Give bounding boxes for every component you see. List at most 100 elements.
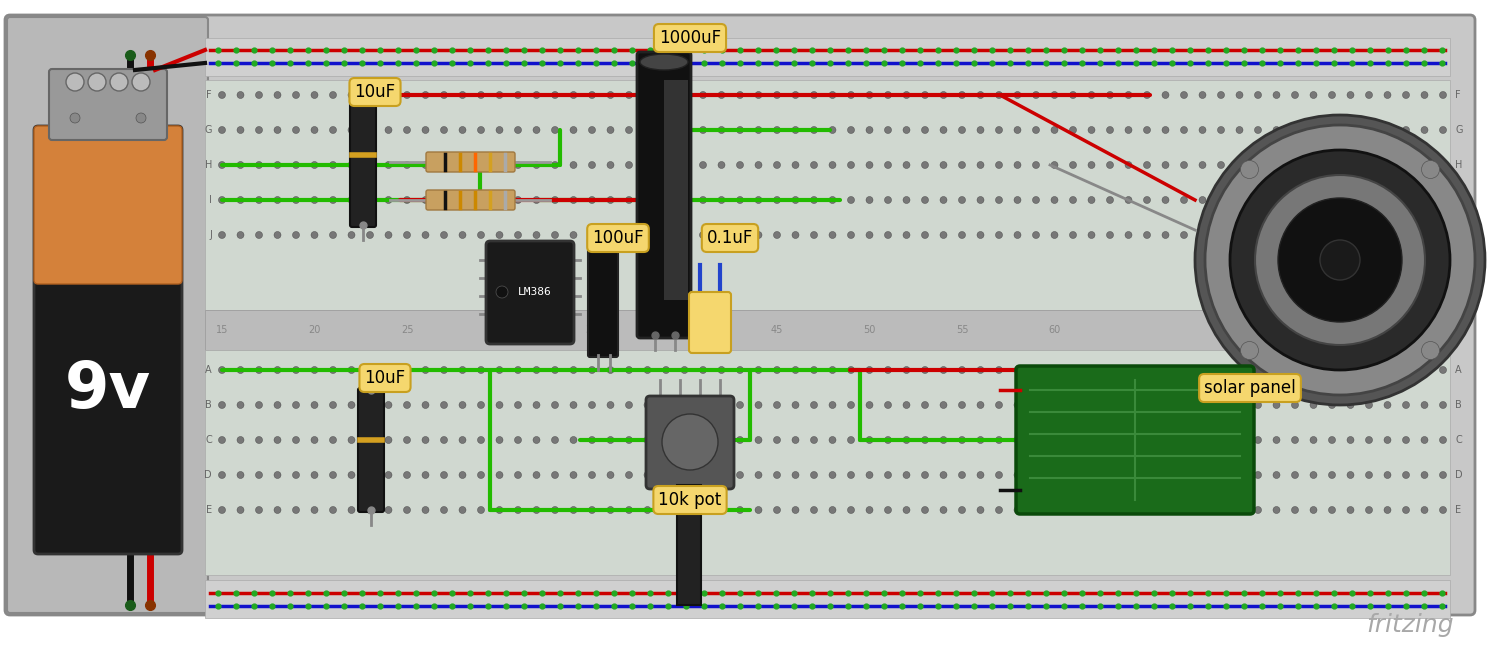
Circle shape (810, 161, 818, 169)
Circle shape (255, 471, 262, 478)
Circle shape (940, 436, 946, 444)
Circle shape (441, 471, 447, 478)
Circle shape (237, 436, 244, 444)
Circle shape (663, 127, 669, 134)
Circle shape (1198, 92, 1206, 98)
Circle shape (514, 507, 522, 513)
Circle shape (292, 196, 300, 204)
Circle shape (1218, 196, 1224, 204)
Circle shape (114, 127, 122, 134)
Circle shape (1125, 471, 1132, 478)
Circle shape (699, 127, 706, 134)
Circle shape (1420, 161, 1428, 169)
Circle shape (976, 471, 984, 478)
Circle shape (718, 127, 724, 134)
FancyBboxPatch shape (486, 241, 574, 344)
Circle shape (663, 161, 669, 169)
Circle shape (1218, 401, 1224, 409)
Circle shape (588, 196, 596, 204)
Circle shape (1420, 401, 1428, 409)
Circle shape (1310, 507, 1317, 513)
Circle shape (459, 507, 466, 513)
Circle shape (1032, 161, 1040, 169)
Circle shape (1218, 366, 1224, 374)
Circle shape (552, 507, 558, 513)
Circle shape (366, 436, 374, 444)
Circle shape (885, 401, 891, 409)
Circle shape (718, 366, 724, 374)
Circle shape (1162, 401, 1168, 409)
Circle shape (292, 507, 300, 513)
Circle shape (114, 366, 122, 374)
Circle shape (477, 231, 484, 239)
Circle shape (1070, 127, 1077, 134)
Text: B: B (74, 400, 80, 410)
Bar (664, 80, 688, 300)
Circle shape (1125, 231, 1132, 239)
Text: 60: 60 (1048, 325, 1060, 335)
Text: 9v: 9v (64, 359, 152, 421)
Circle shape (237, 92, 244, 98)
Circle shape (96, 196, 104, 204)
Circle shape (1070, 507, 1077, 513)
Circle shape (1292, 507, 1299, 513)
Circle shape (386, 231, 392, 239)
Circle shape (626, 401, 633, 409)
Circle shape (496, 196, 502, 204)
Circle shape (1107, 471, 1113, 478)
Circle shape (1180, 507, 1188, 513)
Circle shape (532, 92, 540, 98)
Circle shape (1236, 507, 1244, 513)
Circle shape (1329, 92, 1335, 98)
Circle shape (237, 231, 244, 239)
Circle shape (699, 92, 706, 98)
Circle shape (663, 436, 669, 444)
Circle shape (976, 366, 984, 374)
Circle shape (570, 401, 578, 409)
Circle shape (330, 366, 336, 374)
Circle shape (885, 161, 891, 169)
Circle shape (847, 366, 855, 374)
Circle shape (255, 196, 262, 204)
Circle shape (1402, 366, 1410, 374)
Circle shape (1402, 471, 1410, 478)
Circle shape (830, 401, 836, 409)
Circle shape (1125, 196, 1132, 204)
Circle shape (1088, 196, 1095, 204)
Circle shape (1143, 92, 1150, 98)
Circle shape (921, 507, 928, 513)
Circle shape (274, 231, 280, 239)
Circle shape (644, 127, 651, 134)
Circle shape (1278, 198, 1402, 322)
Circle shape (477, 366, 484, 374)
Text: C: C (74, 435, 80, 445)
Circle shape (237, 471, 244, 478)
Circle shape (532, 127, 540, 134)
Circle shape (441, 436, 447, 444)
Circle shape (1088, 401, 1095, 409)
Circle shape (608, 127, 613, 134)
Circle shape (1236, 231, 1244, 239)
Circle shape (754, 231, 762, 239)
Circle shape (885, 127, 891, 134)
Circle shape (774, 507, 780, 513)
Circle shape (514, 161, 522, 169)
Circle shape (830, 127, 836, 134)
Circle shape (1180, 231, 1188, 239)
Circle shape (1254, 161, 1262, 169)
Circle shape (736, 471, 744, 478)
Circle shape (940, 127, 946, 134)
Circle shape (626, 231, 633, 239)
Circle shape (588, 92, 596, 98)
Circle shape (608, 507, 613, 513)
Circle shape (532, 231, 540, 239)
Circle shape (1440, 196, 1446, 204)
Circle shape (1218, 92, 1224, 98)
Circle shape (1329, 196, 1335, 204)
Circle shape (552, 401, 558, 409)
Circle shape (330, 436, 336, 444)
Circle shape (976, 196, 984, 204)
Circle shape (663, 507, 669, 513)
Circle shape (644, 471, 651, 478)
Circle shape (219, 366, 225, 374)
